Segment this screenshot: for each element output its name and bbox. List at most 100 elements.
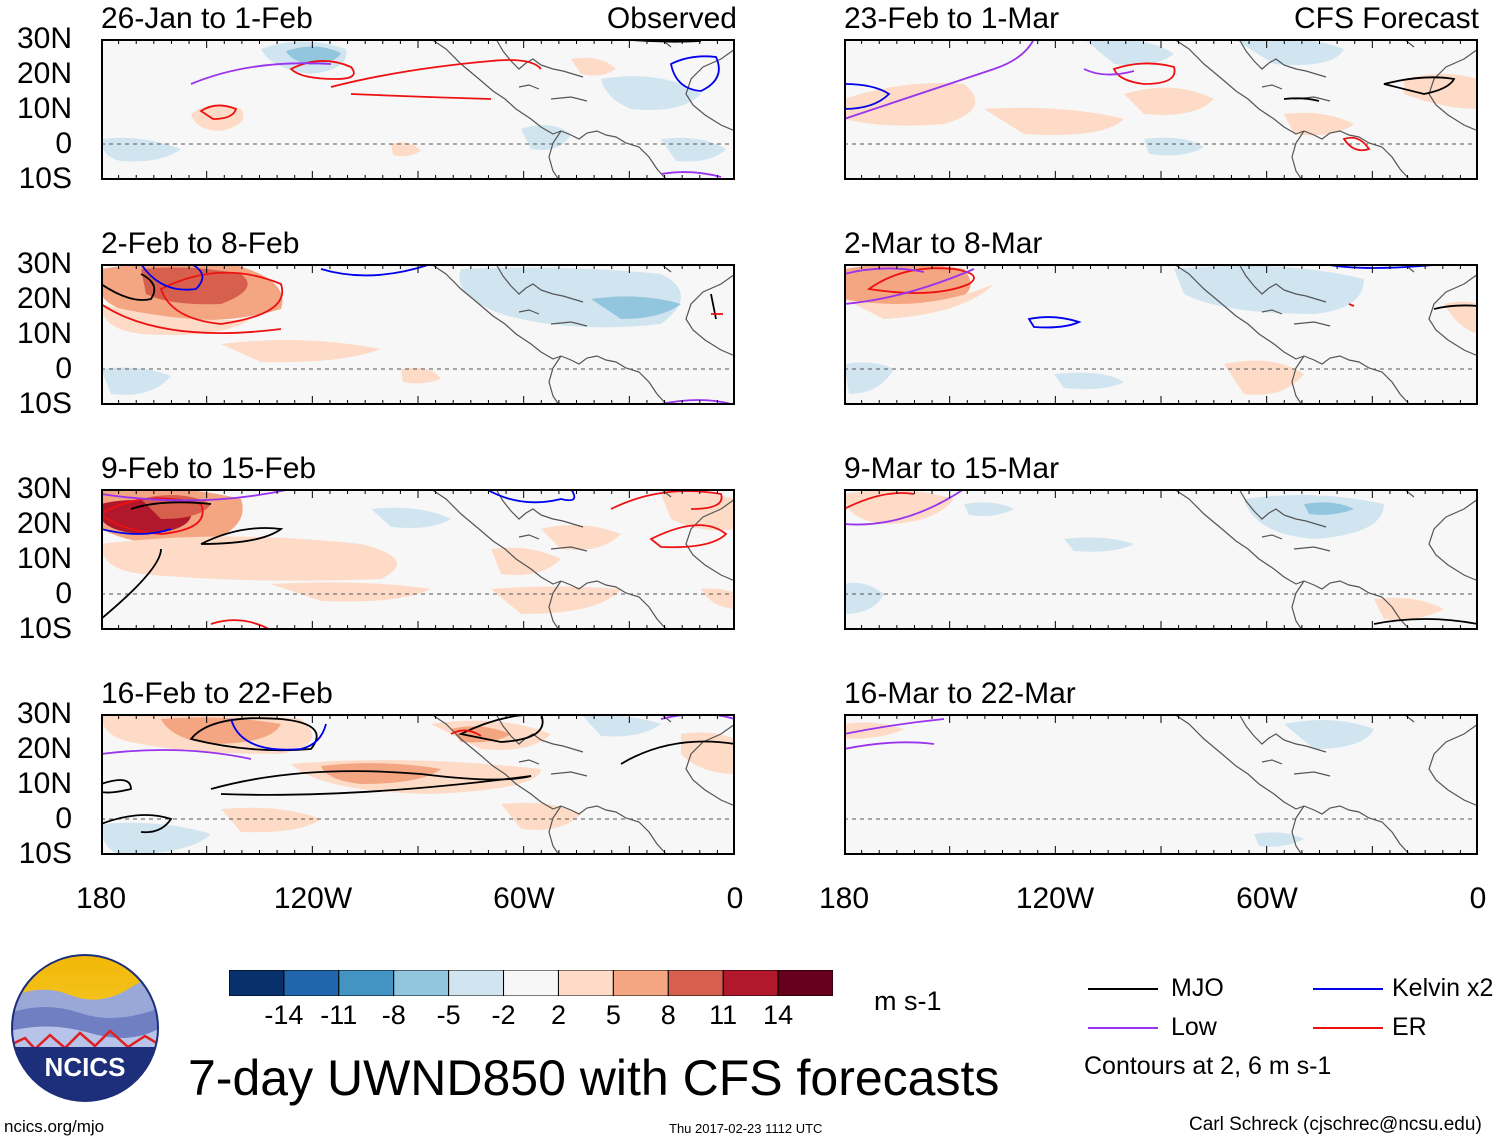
anomaly-shading [1404,74,1478,109]
colorbar-swatch [557,970,614,996]
coastline [1283,514,1327,528]
coastline [518,309,540,315]
anomaly-shading [321,763,441,784]
wave-contour [350,93,492,100]
coastline [540,289,584,303]
coastline [1238,489,1285,520]
lat-label: 10S [18,837,72,870]
coastline [1283,739,1327,753]
colorbar-units: m s-1 [874,986,942,1016]
wave-contour [140,264,204,291]
coastline [550,96,588,102]
coastline [1291,355,1305,405]
wave-contour [620,740,735,765]
anomaly-shading [661,492,735,531]
anomaly-shading [1284,720,1374,749]
wave-contour [130,501,212,510]
anomaly-shading [541,525,621,550]
lat-label: 20N [16,57,72,90]
colorbar-tick: 14 [763,1000,794,1030]
coastline [1238,714,1285,745]
coastline [560,580,668,630]
anomaly-shading [1064,537,1134,552]
wave-contour [844,39,1035,120]
anomaly-shading [1174,265,1364,314]
map-panel-8 [844,714,1478,855]
coastline [1303,355,1411,405]
wave-contour [101,779,132,794]
lon-label: 120W [1015,882,1095,915]
wave-contour [101,489,292,502]
coastline [1291,130,1305,180]
lon-label: 120W [273,882,353,915]
wave-contour [1083,68,1135,76]
wave-contour [210,619,272,630]
anomaly-shading [101,367,171,395]
coastline [560,805,668,855]
anomaly-shading [1284,112,1354,136]
anomaly-shading [1234,39,1344,65]
anomaly-shading [1054,372,1124,390]
anomaly-shading [1084,39,1174,66]
coastline [1303,805,1411,855]
coastline [518,759,540,765]
coastline [430,39,562,135]
coastline [685,723,735,807]
anomaly-shading [1444,301,1478,334]
panel-title: 23-Feb to 1-Mar [844,2,1060,35]
wave-contour [1027,316,1082,329]
wave-contour [101,497,204,535]
colorbar-tick: 11 [709,1000,738,1030]
lat-label: 20N [16,732,72,765]
wave-contour [844,83,891,110]
coastline [1173,264,1305,360]
wave-contour [1348,303,1355,307]
coastline [1428,48,1478,132]
footer-website[interactable]: ncics.org/mjo [4,1117,105,1136]
coastline [1238,264,1285,295]
wave-contour [190,62,332,85]
legend-line-er [1313,1027,1383,1029]
legend-line-low [1088,1027,1158,1029]
anomaly-shading [101,822,211,855]
colorbar-swatch [503,970,559,996]
lat-label: 10S [18,162,72,195]
coastline [1291,805,1305,855]
wave-contour [101,749,252,760]
wave-contour [660,171,722,178]
coastline [548,130,562,180]
map-svg [101,489,735,630]
legend-label-er: ER [1392,1013,1427,1041]
coastline [1293,546,1331,552]
colorbar-tick: 2 [550,1000,566,1030]
lat-label: 30N [16,472,72,505]
coastline [548,580,562,630]
colorbar-tick: -11 [320,1000,358,1030]
coastline [1283,289,1327,303]
colorbar-swatch [722,970,779,996]
wave-contour [101,303,282,334]
anomaly-shading [844,284,994,319]
panel-title: 16-Feb to 22-Feb [101,677,333,710]
lon-label: 0 [1469,882,1487,915]
wave-contour [189,717,318,752]
footer-timestamp: Thu 2017-02-23 1112 UTC [669,1121,823,1136]
legend-label-mjo: MJO [1171,974,1224,1002]
coastline [548,355,562,405]
colorbar-tick: 8 [660,1000,676,1030]
wave-contour [844,492,915,510]
anomaly-shading [271,582,431,602]
colorbar-tick: -5 [436,1000,461,1030]
coastline [1428,498,1478,582]
anomaly-shading [1244,495,1384,539]
wave-contour [230,718,327,751]
colorbar-swatch [338,970,395,996]
colorbar-tick: 5 [605,1000,621,1030]
map-svg [844,264,1478,405]
wave-contour [669,55,720,92]
lat-label: 10N [16,767,72,800]
wave-contour [866,267,975,294]
colorbar-swatch [667,970,724,996]
lat-label: 0 [55,802,72,835]
wave-contour [220,775,532,796]
